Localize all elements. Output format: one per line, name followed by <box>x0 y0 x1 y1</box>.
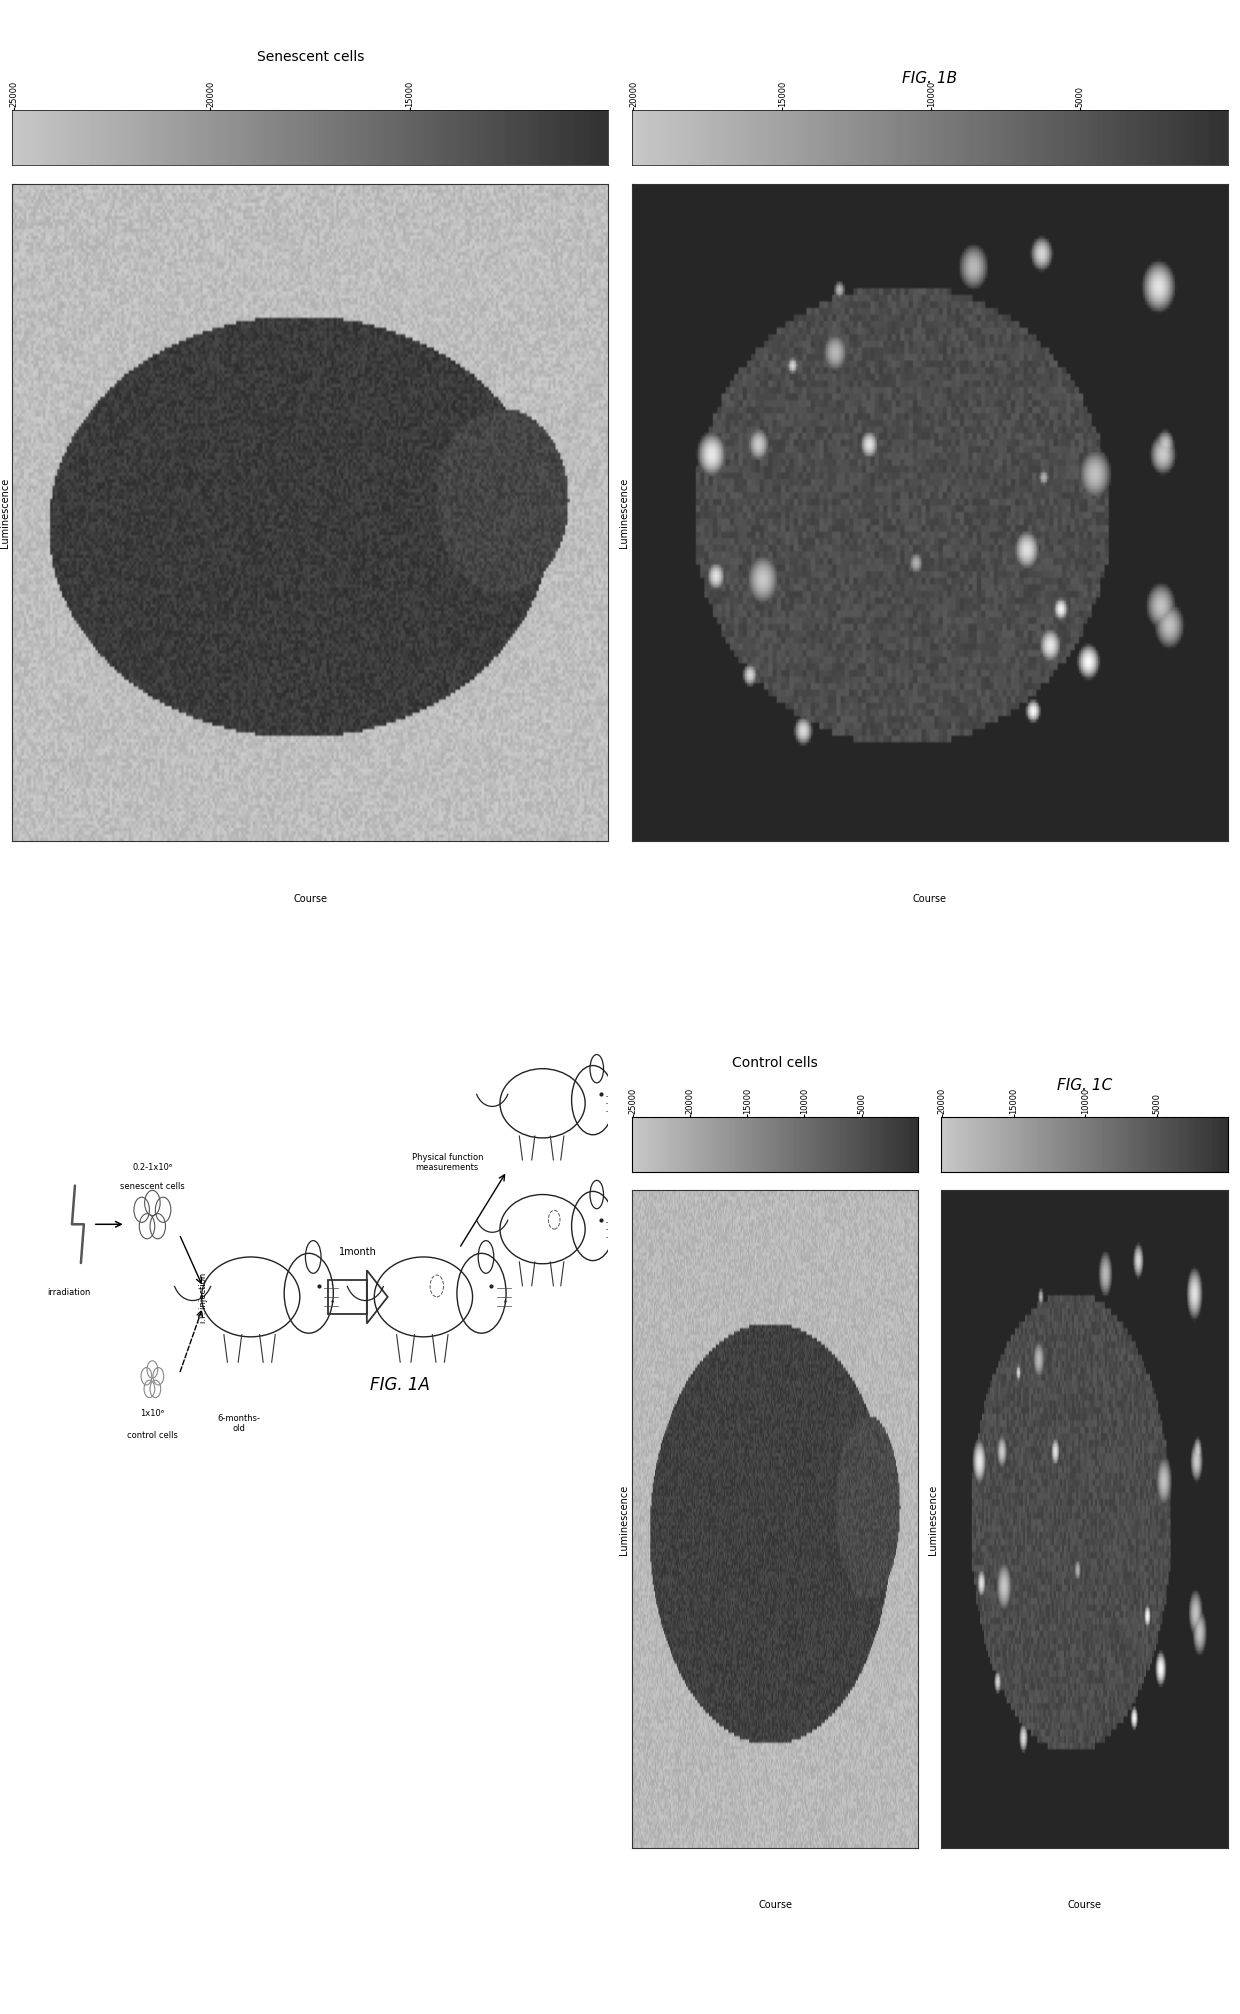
Text: Course: Course <box>1068 1899 1101 1909</box>
Text: FIG. 1B: FIG. 1B <box>903 70 957 87</box>
Y-axis label: Luminescence: Luminescence <box>0 477 10 548</box>
Text: 6-months-
old: 6-months- old <box>217 1414 260 1432</box>
Text: Senescent cells: Senescent cells <box>257 50 363 64</box>
Text: FIG. 1C: FIG. 1C <box>1056 1077 1112 1092</box>
Text: Course: Course <box>758 1899 792 1909</box>
Text: senescent cells: senescent cells <box>120 1182 185 1190</box>
Y-axis label: Luminescence: Luminescence <box>619 1484 629 1555</box>
Text: control cells: control cells <box>126 1430 177 1440</box>
Text: 0.2-1x10⁶: 0.2-1x10⁶ <box>133 1162 172 1172</box>
Text: Physical function
measurements: Physical function measurements <box>412 1152 484 1172</box>
Bar <box>329 1281 367 1315</box>
Y-axis label: Luminescence: Luminescence <box>619 477 629 548</box>
Text: i.P. injection: i.P. injection <box>198 1273 207 1323</box>
Text: 1x10⁶: 1x10⁶ <box>140 1408 165 1418</box>
Text: 1month: 1month <box>339 1247 377 1257</box>
Text: Course: Course <box>913 892 947 902</box>
Text: FIG. 1A: FIG. 1A <box>370 1376 429 1394</box>
Y-axis label: Luminescence: Luminescence <box>929 1484 939 1555</box>
Text: Course: Course <box>293 892 327 902</box>
Text: irradiation: irradiation <box>47 1287 91 1297</box>
Text: Control cells: Control cells <box>733 1055 818 1069</box>
